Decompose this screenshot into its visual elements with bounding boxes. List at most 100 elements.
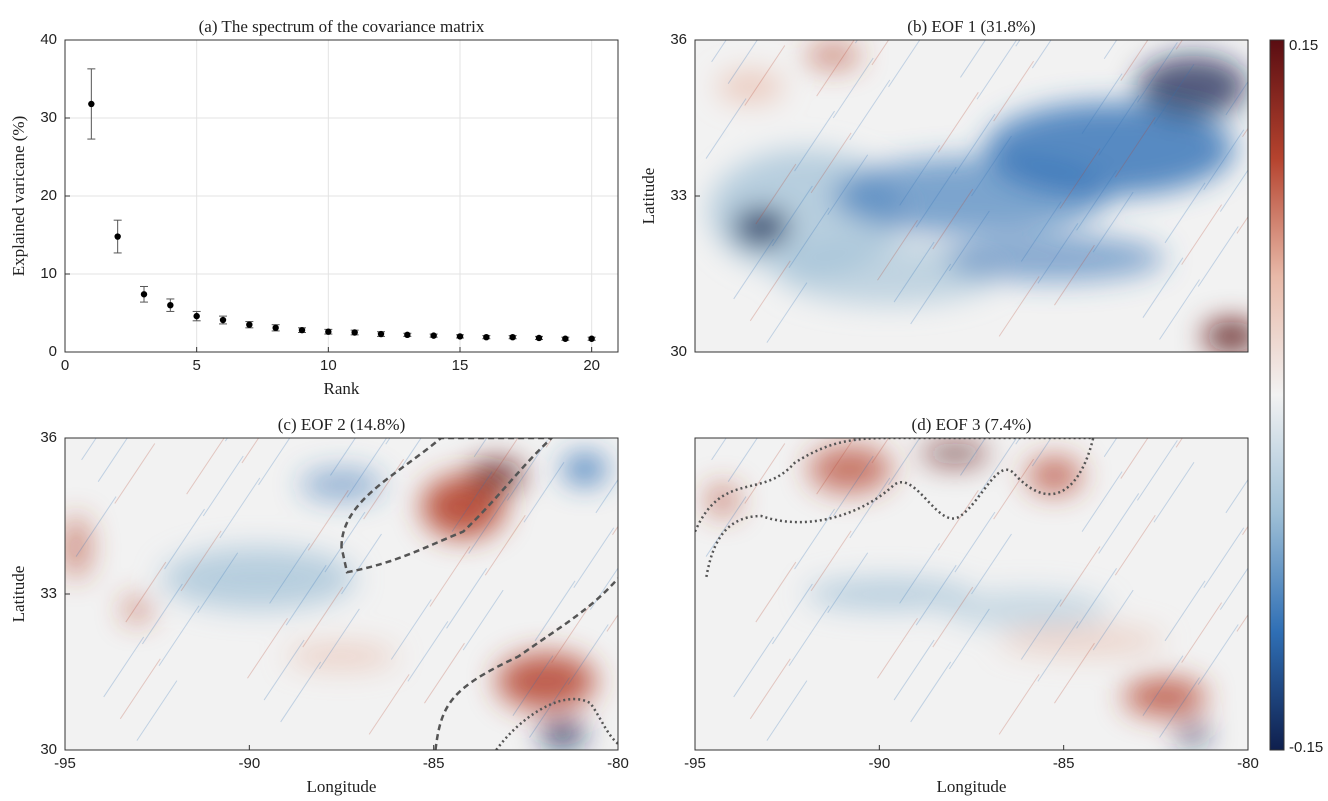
streak xyxy=(606,613,618,632)
streak xyxy=(788,605,830,667)
streak xyxy=(744,443,786,504)
streak xyxy=(877,617,918,679)
streak xyxy=(551,602,593,663)
field-blob xyxy=(562,453,607,485)
streak xyxy=(595,478,618,514)
colorbar-tick-label: -0.15 xyxy=(1289,739,1323,756)
streak xyxy=(976,438,1018,498)
streak xyxy=(772,185,813,247)
streak xyxy=(401,438,422,467)
y-tick-label: 30 xyxy=(40,741,57,758)
streak xyxy=(103,636,145,698)
streak xyxy=(523,461,565,523)
field xyxy=(695,40,1248,352)
streak xyxy=(695,40,696,41)
streak xyxy=(125,561,167,623)
streak xyxy=(871,40,890,66)
streak xyxy=(816,40,855,97)
streak xyxy=(888,40,921,88)
streak xyxy=(954,113,996,175)
streak xyxy=(390,599,432,660)
contour xyxy=(434,577,618,750)
streak xyxy=(1203,527,1245,589)
streak xyxy=(772,583,813,645)
streak xyxy=(1081,73,1123,134)
streak xyxy=(567,624,609,685)
point xyxy=(219,316,227,324)
y-tick-label: 33 xyxy=(40,585,57,602)
streak xyxy=(302,586,344,648)
point xyxy=(88,100,95,108)
streak xyxy=(446,568,487,629)
streak xyxy=(1219,567,1248,610)
point xyxy=(193,312,200,320)
streak xyxy=(827,552,869,613)
streak xyxy=(186,438,225,495)
streak xyxy=(307,490,349,551)
field-blob xyxy=(1176,725,1210,744)
streak xyxy=(705,98,747,159)
point xyxy=(430,332,437,339)
streak xyxy=(1059,546,1101,607)
streak xyxy=(1054,642,1095,704)
streak xyxy=(794,508,835,570)
x-tick-label: -95 xyxy=(54,755,76,772)
streak xyxy=(573,527,615,589)
streak xyxy=(512,655,554,716)
streak xyxy=(424,642,465,704)
streak xyxy=(65,438,66,439)
chart-title: (a) The spectrum of the covariance matri… xyxy=(199,17,485,36)
streak xyxy=(269,543,311,604)
x-tick-label: 20 xyxy=(583,357,600,374)
streak xyxy=(766,282,808,343)
streak xyxy=(490,438,519,479)
streak xyxy=(976,40,1018,100)
point xyxy=(114,233,121,240)
streak xyxy=(224,438,229,442)
streak xyxy=(971,533,1012,595)
point xyxy=(246,321,253,328)
streak xyxy=(877,219,918,281)
point xyxy=(483,333,490,341)
field-blob xyxy=(1137,55,1248,118)
streak xyxy=(202,455,244,517)
streak xyxy=(247,617,288,679)
contour xyxy=(340,438,554,574)
streak xyxy=(1092,589,1134,651)
streak xyxy=(993,60,1035,122)
streak xyxy=(1031,438,1052,467)
point xyxy=(140,291,148,298)
streak xyxy=(1159,677,1200,738)
point xyxy=(298,326,306,334)
x-tick-label: 10 xyxy=(320,357,337,374)
streak xyxy=(1164,182,1206,244)
streak xyxy=(1054,244,1095,306)
streak xyxy=(937,490,979,551)
streak xyxy=(473,438,488,457)
y-tick-label: 36 xyxy=(670,31,687,48)
streak xyxy=(142,583,183,645)
axes-box xyxy=(694,437,1249,751)
streak xyxy=(1153,461,1195,523)
field-blob xyxy=(943,235,1166,282)
streak xyxy=(711,438,727,461)
streak xyxy=(330,438,357,476)
streak xyxy=(164,508,205,570)
streak xyxy=(1136,42,1178,103)
streak xyxy=(1181,602,1223,663)
y-tick-label: 40 xyxy=(40,31,57,48)
streak xyxy=(506,440,548,501)
streak xyxy=(960,40,987,78)
streak xyxy=(915,564,957,626)
streak xyxy=(97,438,128,482)
contour xyxy=(695,438,1095,579)
streak xyxy=(832,57,874,119)
y-tick-label: 10 xyxy=(40,265,57,282)
x-axis-label: Longitude xyxy=(937,777,1007,796)
streak xyxy=(241,438,260,464)
field-blob xyxy=(496,653,596,710)
field-blob xyxy=(921,441,989,467)
streak xyxy=(849,79,891,141)
field-blob xyxy=(943,590,1110,629)
